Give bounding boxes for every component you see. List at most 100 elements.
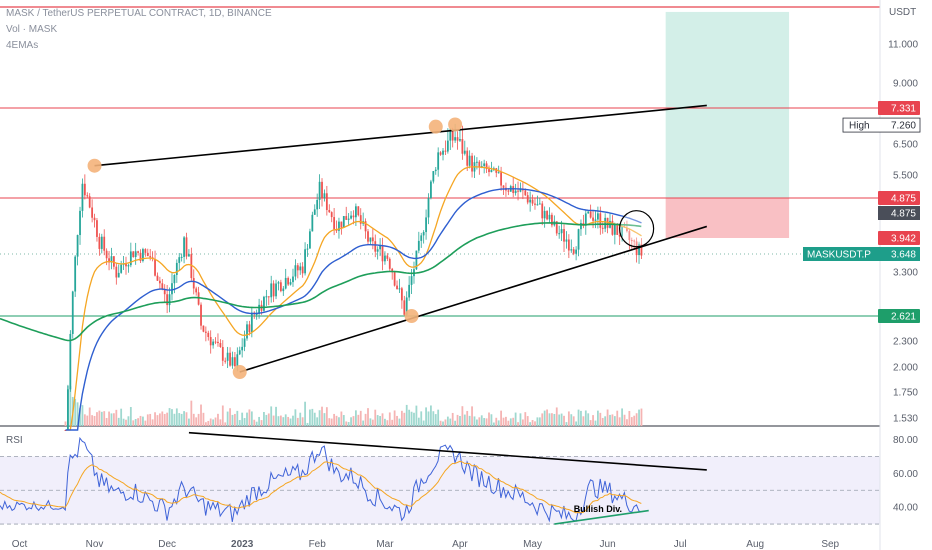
candle-body [478,161,481,168]
candle-body [367,231,369,242]
volume-bar [229,408,231,426]
candle-body [248,324,251,333]
volume-bar [473,416,476,426]
volume-bar [313,412,316,426]
candle-body [548,214,551,220]
candle-body [437,152,440,170]
upper-trendline [94,104,707,167]
badge-4875-red: 4.875 [891,194,916,205]
volume-bar [139,415,142,426]
candle-body [277,282,280,284]
volume-bar [442,421,444,426]
volume-bar [640,408,643,426]
candle-body [570,249,573,251]
candle-body [580,223,582,230]
candle-body [456,137,459,141]
volume-bar [214,417,217,426]
candle-body [98,236,101,249]
candle-body [410,276,413,285]
volume-bar [79,408,81,426]
volume-bar [594,420,597,426]
candle-body [212,341,215,346]
volume-bar [338,417,340,426]
volume-bar [546,409,548,426]
volume-bar [74,398,77,426]
candle-body [229,352,231,366]
volume-bar [311,408,314,426]
candle-body [408,284,411,298]
rsi-ma-line [0,460,642,514]
candle-body [321,181,323,198]
candle-body [442,150,444,155]
candle-body [628,231,631,241]
candle-body [284,277,287,289]
volume-bar [381,413,384,426]
volume-bar [221,405,224,426]
target-zone [665,11,790,198]
volume-bar [417,417,420,426]
volume-bar [514,412,517,426]
candle-body [318,181,321,200]
candle-body [156,275,159,281]
focus-circle [619,210,655,248]
volume-bar [599,412,602,426]
volume-bar [219,419,222,426]
volume-bar [226,411,229,426]
volume-bar [171,409,173,426]
volume-bar [180,413,183,426]
candle-body [117,272,120,278]
volume-bar [584,410,587,426]
volume-bar [618,417,621,426]
candle-body [589,211,592,218]
volume-bar [444,419,447,426]
candle-body [388,258,391,269]
volume-bar [330,418,333,426]
volume-bar [304,401,306,426]
candle-body [594,219,597,221]
candle-body [275,283,277,297]
candle-body [396,285,398,289]
volume-bar [408,409,411,426]
volume-bar [400,410,403,426]
volume-bar [488,412,490,426]
volume-bar [371,419,374,426]
candle-body [183,237,185,257]
candle-body [202,325,205,332]
candle-body [551,214,553,226]
candle-body [483,163,486,166]
candle-body [512,186,515,194]
volume-bar [255,421,258,426]
volume-bar [461,406,464,426]
candle-body [459,139,461,141]
currency-label: USDT [889,7,916,18]
candle-body [243,338,246,347]
candle-body [83,183,86,196]
candle-body [115,266,118,278]
volume-bar [611,414,614,426]
candle-body [611,220,614,235]
volume-bar [456,414,459,426]
volume-bar [156,415,159,426]
volume-bar [323,413,326,426]
volume-bar [485,418,488,426]
candle-body [306,248,309,250]
candle-body [192,278,195,289]
lower-trendline [239,225,708,373]
candle-body [630,240,633,242]
candle-body [621,226,623,237]
candle-body [466,150,469,166]
volume-bar [204,422,207,426]
candle-body [584,213,587,226]
candle-body [231,357,234,366]
volume-bar [110,413,113,426]
volume-bar [188,418,190,426]
ema-fast-line [65,166,642,431]
candle-body [541,203,544,219]
high-badge-bg [842,117,921,133]
time-tick-label: Nov [86,539,104,550]
candle-body [517,190,519,192]
volume-bar [376,415,379,426]
candle-body [415,250,418,270]
volume-bar [638,409,640,426]
